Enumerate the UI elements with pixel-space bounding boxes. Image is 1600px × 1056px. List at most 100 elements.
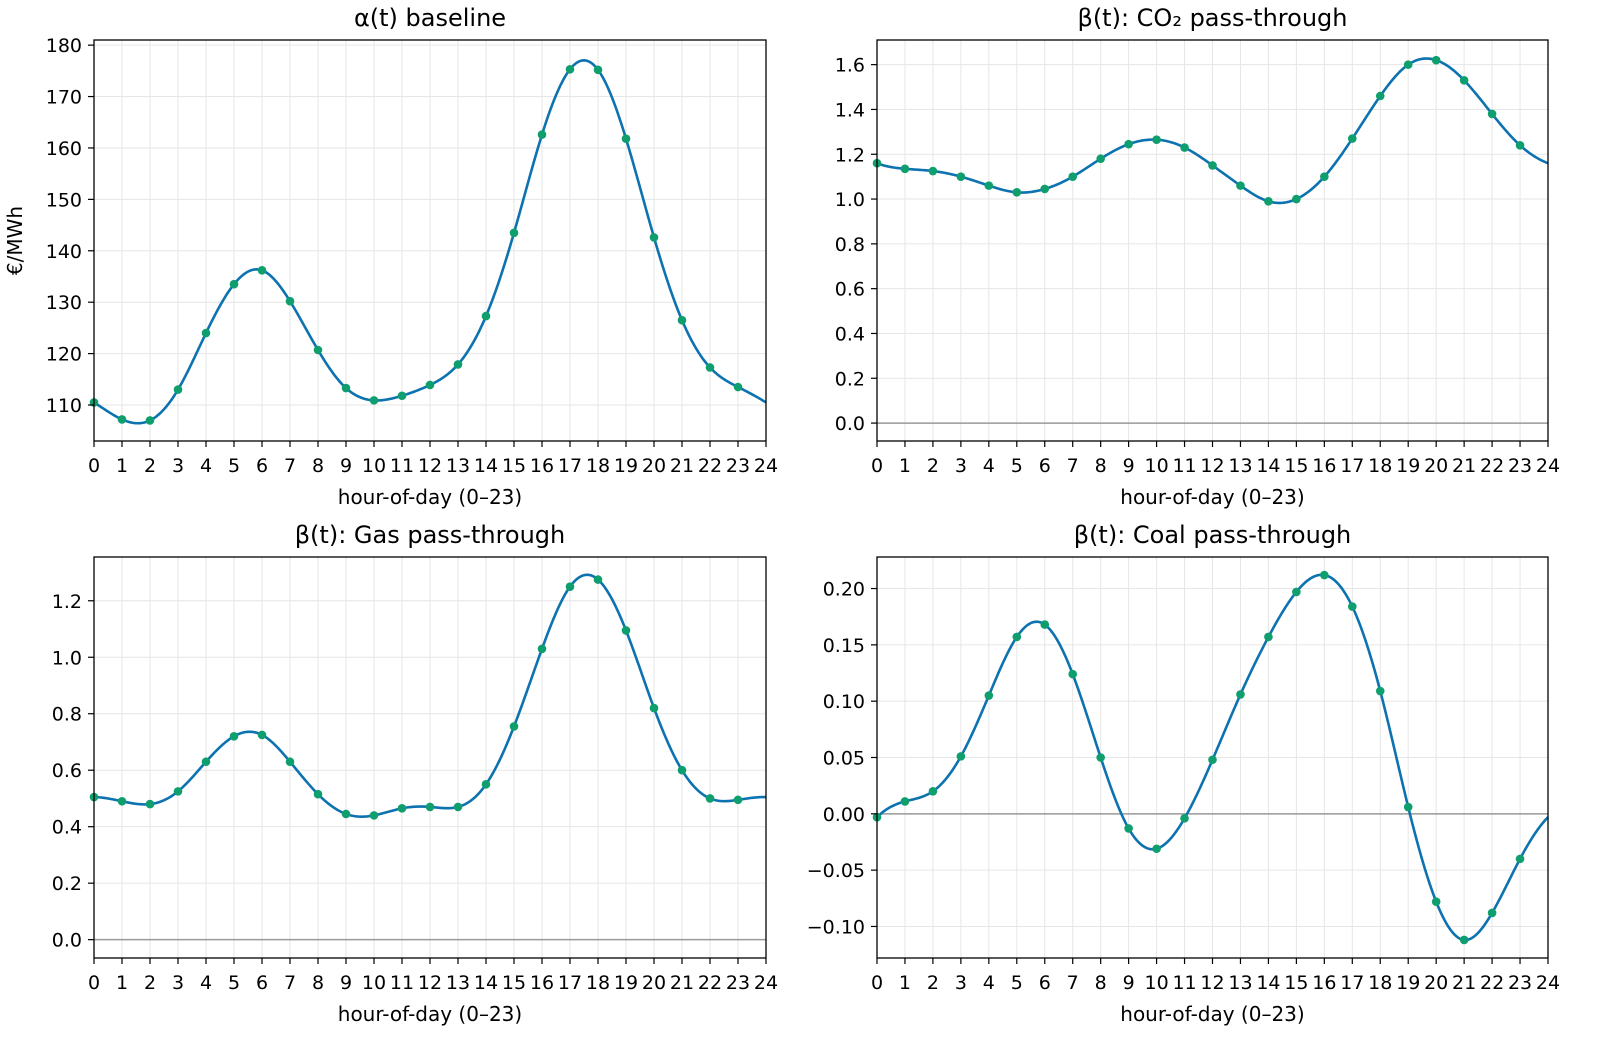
y-tick-label: 1.2 <box>835 144 865 166</box>
y-tick-label: 0.10 <box>823 691 865 713</box>
x-tick-label: 1 <box>116 972 128 994</box>
x-tick-label: 17 <box>1340 455 1364 477</box>
data-point <box>1403 60 1413 69</box>
data-point <box>649 703 659 713</box>
x-tick-label: 22 <box>1480 972 1504 994</box>
data-point <box>733 795 743 805</box>
data-point <box>1152 135 1161 144</box>
x-tick-label: 7 <box>1067 972 1079 994</box>
x-tick-label: 21 <box>1452 455 1476 477</box>
data-point <box>257 730 267 740</box>
data-point <box>1068 172 1078 181</box>
x-tick-label: 13 <box>1228 972 1252 994</box>
data-point <box>481 780 491 789</box>
chart-title: β(t): CO₂ pass-through <box>1078 4 1348 32</box>
chart-alpha-baseline: α(t) baseline hour-of-day (0–23) €/MWh 0… <box>3 4 778 509</box>
data-point <box>117 796 127 806</box>
data-point <box>229 732 239 741</box>
data-point <box>537 644 547 654</box>
y-tick-label: 110 <box>46 395 82 417</box>
data-point <box>900 164 910 174</box>
chart-title: α(t) baseline <box>354 4 506 32</box>
x-tick-label: 6 <box>256 972 268 994</box>
data-point <box>285 757 295 767</box>
x-tick-label: 12 <box>1200 455 1224 477</box>
data-point <box>984 181 994 190</box>
x-tick-label: 15 <box>502 455 526 477</box>
x-tick-label: 4 <box>200 455 212 477</box>
x-tick-label: 12 <box>1200 972 1224 994</box>
x-tick-label: 20 <box>642 972 666 994</box>
y-axis-label: €/MWh <box>3 206 27 275</box>
x-tick-label: 7 <box>1067 455 1079 477</box>
x-tick-label: 19 <box>1396 455 1420 477</box>
x-tick-label: 20 <box>1424 455 1448 477</box>
data-point <box>984 691 994 700</box>
data-point <box>956 752 966 761</box>
y-tick-label: 0.15 <box>823 635 865 657</box>
data-point <box>1208 755 1217 765</box>
data-point <box>1236 690 1245 699</box>
data-point <box>593 575 603 584</box>
y-tick-label: 0.8 <box>52 704 82 726</box>
data-point <box>201 328 211 338</box>
y-tick-label: 180 <box>46 35 82 57</box>
data-point <box>537 130 547 139</box>
x-tick-label: 1 <box>899 972 911 994</box>
y-tick-label: 150 <box>46 189 82 211</box>
data-point <box>509 228 519 238</box>
data-point <box>1487 908 1497 918</box>
x-tick-label: 13 <box>446 972 470 994</box>
x-tick-label: 12 <box>418 455 442 477</box>
x-tick-label: 15 <box>502 972 526 994</box>
data-point <box>1375 686 1385 696</box>
data-point <box>145 799 155 809</box>
x-tick-label: 5 <box>1011 455 1023 477</box>
x-axis-label: hour-of-day (0–23) <box>1120 485 1304 509</box>
x-tick-label: 6 <box>256 455 268 477</box>
y-tick-label: 160 <box>46 138 82 160</box>
x-tick-label: 11 <box>390 455 414 477</box>
data-point <box>1403 802 1413 812</box>
x-tick-label: 4 <box>983 455 995 477</box>
y-tick-label: 0.20 <box>823 579 865 601</box>
x-tick-label: 16 <box>1312 972 1336 994</box>
data-point <box>1012 632 1022 642</box>
data-point <box>1459 76 1469 85</box>
y-tick-label: 1.6 <box>835 55 865 77</box>
data-point <box>1040 184 1050 194</box>
x-tick-label: 3 <box>172 972 184 994</box>
data-point <box>201 757 211 767</box>
x-tick-label: 18 <box>1368 455 1392 477</box>
data-point <box>1320 570 1329 580</box>
x-tick-label: 5 <box>228 455 240 477</box>
data-point <box>733 382 743 392</box>
data-point <box>1264 196 1273 206</box>
data-point <box>565 65 575 74</box>
data-point <box>173 385 183 394</box>
data-point <box>1320 172 1329 181</box>
data-point <box>1375 91 1385 101</box>
y-tick-label: 140 <box>46 241 82 263</box>
x-tick-label: 8 <box>1095 972 1107 994</box>
x-tick-label: 4 <box>983 972 995 994</box>
data-point <box>1431 897 1441 906</box>
x-tick-label: 16 <box>530 972 554 994</box>
x-tick-label: 8 <box>312 455 324 477</box>
data-point <box>1124 139 1133 149</box>
x-tick-label: 17 <box>1340 972 1364 994</box>
data-point <box>229 279 239 289</box>
data-point <box>705 794 715 803</box>
x-tick-label: 24 <box>1536 972 1560 994</box>
y-tick-label: 130 <box>46 292 82 314</box>
data-point <box>1180 814 1189 823</box>
x-tick-label: 24 <box>1536 455 1560 477</box>
x-tick-label: 14 <box>474 455 498 477</box>
data-point <box>1096 753 1105 762</box>
x-tick-label: 2 <box>927 455 939 477</box>
data-point <box>425 380 435 390</box>
data-point <box>1040 620 1050 629</box>
x-tick-label: 22 <box>1480 455 1504 477</box>
x-tick-label: 24 <box>754 972 778 994</box>
x-tick-label: 1 <box>899 455 911 477</box>
